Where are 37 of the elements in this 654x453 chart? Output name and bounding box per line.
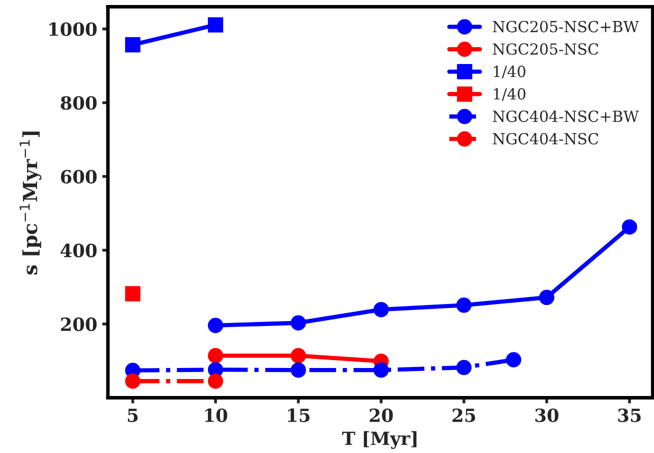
y-tick-label: 400: [60, 244, 97, 258]
point: [208, 318, 224, 334]
point: [208, 17, 224, 33]
y-tick-label: 800: [60, 96, 97, 110]
point: [456, 360, 472, 376]
point: [290, 362, 306, 378]
point: [622, 219, 638, 235]
y-tick-label: 600: [60, 170, 97, 184]
legend-label: 1/40: [494, 66, 526, 78]
point: [208, 374, 224, 389]
point: [539, 290, 554, 306]
legend-label: NGC404-NSC+BW: [492, 110, 639, 122]
x-tick-label: 5: [128, 408, 138, 422]
x-axis-title: T [Myr]: [342, 431, 416, 449]
x-tick-label: 10: [205, 408, 228, 422]
point: [125, 37, 140, 52]
point: [506, 352, 522, 368]
legend-label: NGC205-NSC+BW: [492, 20, 639, 32]
point: [456, 298, 472, 313]
x-tick-label: 30: [535, 408, 558, 422]
y-tick-label: 1000: [49, 22, 97, 36]
y-axis-title: s [pc$^{−1}$Myr$^{−1}$]: [20, 132, 42, 275]
x-tick-label: 35: [618, 408, 641, 422]
x-tick-label: 25: [452, 408, 476, 422]
x-tick-label: 15: [288, 408, 310, 422]
point: [290, 348, 306, 364]
x-tick-label: 20: [370, 408, 393, 422]
point: [208, 348, 224, 364]
point: [125, 374, 140, 389]
legend-label: NGC205-NSC: [492, 43, 598, 55]
point: [373, 362, 389, 378]
y-tick-label: 200: [61, 317, 97, 332]
legend-label: 1/40: [494, 88, 526, 101]
point: [373, 302, 389, 318]
point: [290, 315, 306, 331]
legend-label: NGC404-NSC: [492, 132, 598, 144]
point: [125, 286, 140, 302]
